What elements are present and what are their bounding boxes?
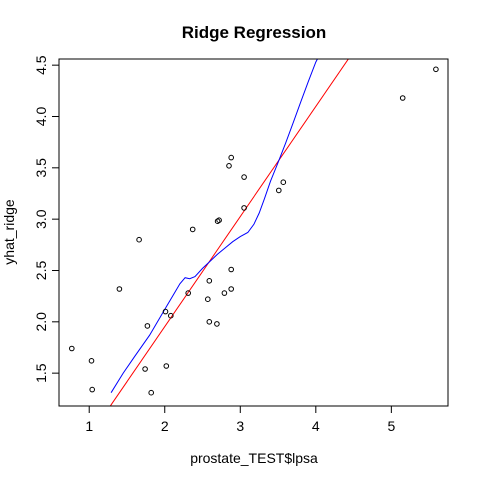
data-point [168, 312, 174, 319]
data-point [189, 226, 196, 233]
x-axis-label: prostate_TEST$lpsa [190, 450, 318, 466]
y-tick-label: 4.5 [33, 55, 49, 75]
data-point [116, 286, 123, 292]
data-point [241, 205, 247, 211]
x-tick-label: 3 [236, 418, 244, 434]
data-point [276, 187, 282, 194]
y-tick-label: 2.0 [33, 312, 49, 332]
data-point [88, 358, 95, 364]
data-point [206, 278, 213, 284]
x-tick-label: 5 [387, 418, 395, 434]
data-point [214, 321, 220, 327]
fit-line-red [109, 59, 349, 406]
data-point [162, 308, 169, 315]
data-point [228, 266, 234, 273]
y-tick-label: 3.0 [33, 209, 49, 229]
data-point [185, 290, 191, 296]
y-tick-label: 4.0 [33, 107, 49, 127]
x-axis: 1 2 3 4 5 [85, 405, 395, 434]
data-point [144, 323, 151, 329]
data-point [136, 236, 142, 243]
x-tick-label: 1 [85, 418, 93, 434]
y-axis: 1.5 2.0 2.5 3.0 3.5 4.0 4.5 [33, 55, 60, 383]
data-point [142, 366, 148, 372]
data-point [228, 154, 234, 161]
data-point [216, 217, 222, 223]
plot-area [69, 59, 439, 406]
fit-curve-blue [110, 59, 319, 393]
y-tick-label: 2.5 [33, 261, 49, 281]
data-point [69, 345, 75, 352]
data-point [89, 386, 95, 393]
data-point [399, 95, 406, 101]
data-point [228, 286, 234, 292]
x-tick-label: 2 [161, 418, 169, 434]
y-tick-label: 1.5 [33, 363, 49, 383]
data-point [163, 363, 170, 369]
plot-frame [58, 58, 449, 407]
data-point [241, 174, 247, 180]
data-point [280, 179, 287, 185]
data-point [433, 66, 439, 73]
data-point [206, 319, 213, 325]
y-axis-label: yhat_ridge [1, 199, 17, 265]
y-tick-label: 3.5 [33, 158, 49, 178]
chart-title: Ridge Regression [182, 23, 327, 42]
x-tick-label: 4 [312, 418, 320, 434]
data-point [226, 163, 232, 169]
data-point [221, 290, 228, 296]
data-point [148, 389, 154, 396]
data-point [205, 296, 211, 303]
